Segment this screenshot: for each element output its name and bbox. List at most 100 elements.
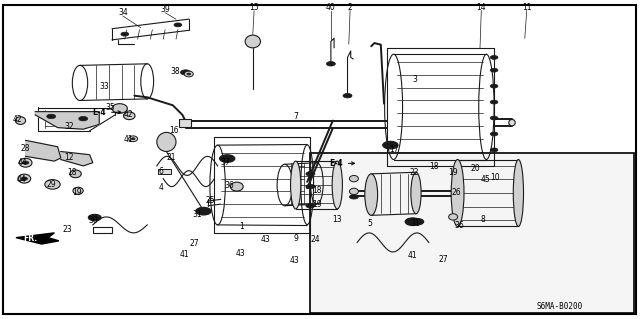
Polygon shape <box>26 140 61 161</box>
Ellipse shape <box>157 132 176 152</box>
Text: 19: 19 <box>448 168 458 177</box>
Text: 18: 18 <box>429 162 438 171</box>
Text: 43: 43 <box>260 235 271 244</box>
Text: 39: 39 <box>160 5 170 14</box>
Circle shape <box>490 68 498 72</box>
Circle shape <box>490 84 498 88</box>
Text: 42: 42 <box>123 110 133 119</box>
Text: 32: 32 <box>64 122 74 130</box>
Text: 41: 41 <box>123 135 133 144</box>
Text: 41: 41 <box>408 251 418 260</box>
Circle shape <box>490 132 498 136</box>
Circle shape <box>411 219 424 225</box>
Circle shape <box>196 207 211 215</box>
Circle shape <box>490 148 498 152</box>
Text: 43: 43 <box>236 249 246 258</box>
Text: E-4: E-4 <box>329 159 355 168</box>
Ellipse shape <box>230 182 243 191</box>
Circle shape <box>490 56 498 59</box>
Text: 25: 25 <box>205 196 215 205</box>
Text: 27: 27 <box>189 239 199 248</box>
Text: 17: 17 <box>388 145 399 154</box>
Circle shape <box>306 184 315 189</box>
Text: 35: 35 <box>106 103 116 112</box>
Ellipse shape <box>509 120 515 126</box>
Ellipse shape <box>349 188 358 195</box>
Circle shape <box>22 161 29 164</box>
Circle shape <box>306 172 315 176</box>
Circle shape <box>405 218 420 226</box>
Text: 30: 30 <box>88 216 98 225</box>
Ellipse shape <box>349 175 358 182</box>
Bar <box>158 169 171 174</box>
Ellipse shape <box>513 160 524 226</box>
Circle shape <box>306 204 315 208</box>
Text: 31: 31 <box>192 210 202 219</box>
Text: 24: 24 <box>310 235 320 244</box>
Circle shape <box>174 23 182 27</box>
Text: 11: 11 <box>522 3 531 12</box>
Text: 44: 44 <box>16 175 26 184</box>
Circle shape <box>343 93 352 98</box>
Polygon shape <box>35 112 99 129</box>
Circle shape <box>47 114 56 119</box>
Text: 16: 16 <box>169 126 179 135</box>
Text: 36: 36 <box>454 221 465 230</box>
Circle shape <box>21 177 28 180</box>
Text: 31: 31 <box>410 219 420 228</box>
Ellipse shape <box>124 112 135 120</box>
Circle shape <box>220 155 235 162</box>
Circle shape <box>490 100 498 104</box>
Text: 2: 2 <box>348 3 353 12</box>
Text: 33: 33 <box>99 82 109 91</box>
Text: 15: 15 <box>249 3 259 12</box>
Polygon shape <box>61 152 93 166</box>
Text: 37: 37 <box>220 158 230 167</box>
Text: 45: 45 <box>480 175 490 184</box>
Text: 1: 1 <box>239 222 244 231</box>
Text: 38: 38 <box>170 67 180 76</box>
Text: S6MA-B0200: S6MA-B0200 <box>537 302 583 311</box>
Circle shape <box>326 62 335 66</box>
Text: 29: 29 <box>46 180 56 189</box>
Ellipse shape <box>449 214 458 220</box>
Text: E-4: E-4 <box>92 108 121 117</box>
Circle shape <box>349 195 358 199</box>
Ellipse shape <box>184 71 193 77</box>
Text: 3: 3 <box>412 75 417 84</box>
Text: 27: 27 <box>438 255 448 263</box>
Polygon shape <box>16 233 59 244</box>
Text: FR.: FR. <box>24 234 38 243</box>
Text: 13: 13 <box>332 215 342 224</box>
Text: 34: 34 <box>118 8 128 17</box>
Text: 41: 41 <box>179 250 189 259</box>
Text: 19: 19 <box>312 200 323 209</box>
Text: 14: 14 <box>476 3 486 12</box>
Text: 7: 7 <box>293 112 298 121</box>
Text: 18: 18 <box>67 168 76 177</box>
Text: 5: 5 <box>367 219 372 228</box>
Text: 12: 12 <box>65 153 74 162</box>
Text: 9: 9 <box>293 234 298 243</box>
Circle shape <box>79 116 88 121</box>
Text: 4: 4 <box>159 183 164 192</box>
Bar <box>310 153 634 313</box>
Text: 6: 6 <box>159 167 164 176</box>
Text: 8: 8 <box>481 215 486 224</box>
Text: 40: 40 <box>326 3 336 12</box>
Ellipse shape <box>451 160 464 226</box>
Text: 20: 20 <box>470 164 480 173</box>
Circle shape <box>187 73 191 75</box>
Ellipse shape <box>411 172 421 214</box>
Ellipse shape <box>15 117 26 124</box>
Circle shape <box>131 138 135 140</box>
Text: 22: 22 <box>410 168 419 177</box>
Text: 21: 21 <box>167 153 176 162</box>
Circle shape <box>88 214 101 221</box>
Circle shape <box>490 116 498 120</box>
Circle shape <box>180 70 191 75</box>
Text: 10: 10 <box>490 173 500 182</box>
Ellipse shape <box>365 174 378 215</box>
Circle shape <box>383 141 398 149</box>
Text: 23: 23 <box>62 225 72 234</box>
